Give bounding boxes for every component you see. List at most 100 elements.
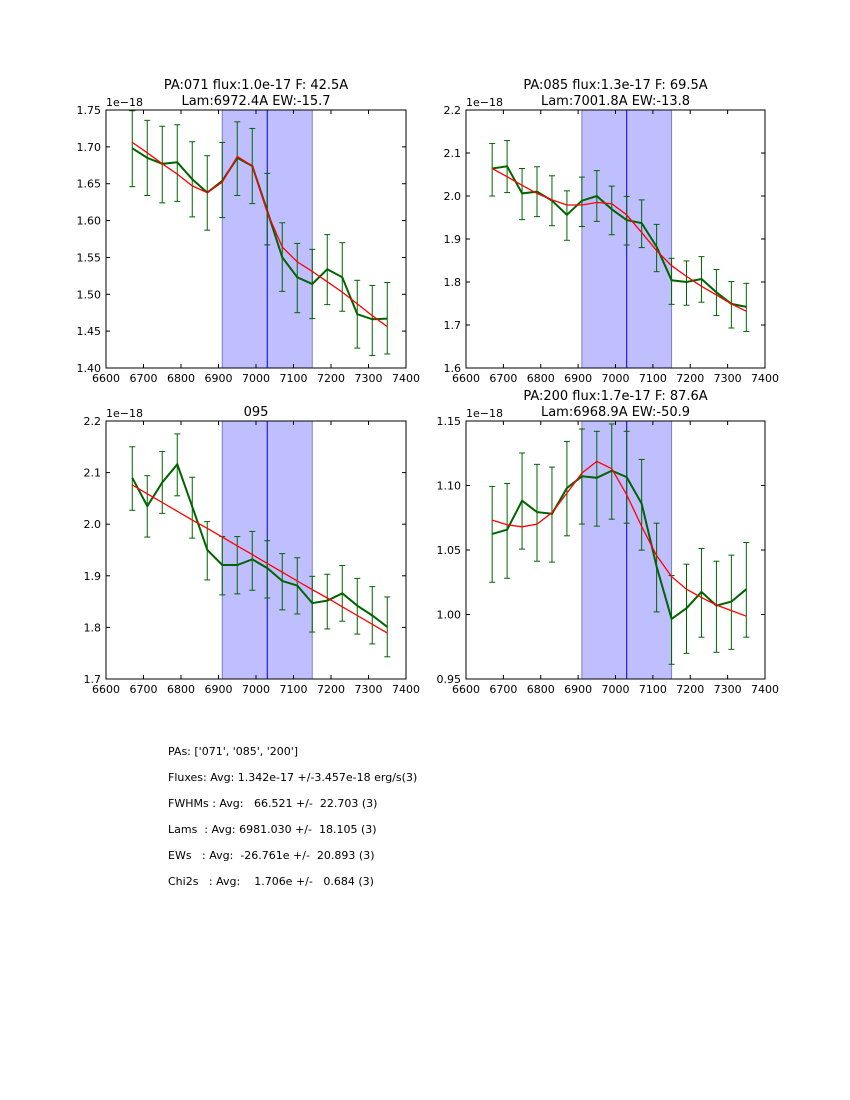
x-tick-label: 7100 [639,372,667,385]
error-bar [489,485,496,583]
y-tick-label: 0.95 [437,673,462,686]
series-fit-line [131,484,388,634]
x-tick-label: 7100 [280,683,308,696]
x-tick-label: 6600 [452,372,480,385]
x-tick-label: 6800 [167,683,195,696]
error-bar [504,482,511,579]
x-tick-label: 7000 [242,683,270,696]
summary-fwhms: FWHMs : Avg: 66.521 +/- 22.703 (3) [168,797,378,810]
error-bar [683,260,690,306]
summary-block: PAs: ['071', '085', '200'] Fluxes: Avg: … [168,745,417,901]
y-tick-label: 1.40 [77,362,102,375]
x-tick-label: 7300 [355,683,383,696]
subplot-title: PA:200 flux:1.7e-17 F: 87.6A [523,389,707,404]
x-tick-label: 6800 [167,372,195,385]
series-fit-line [492,460,747,617]
subplot-title: Lam:6968.9A EW:-50.9 [541,405,690,420]
summary-chi2s: Chi2s : Avg: 1.706e +/- 0.684 (3) [168,875,374,888]
x-tick-label: 6900 [205,683,233,696]
x-tick-label: 7400 [751,683,779,696]
subplot-2: 6600 6700 6800 6900 7000 7100 7200 7300 7400 1.6 1… [444,78,780,385]
y-tick-label: 2.2 [444,104,462,117]
y-offset-label: 1e−18 [106,96,143,109]
y-tick-label: 1.10 [437,480,462,493]
x-tick-label: 6700 [130,372,158,385]
summary-fluxes: Fluxes: Avg: 1.342e-17 +/-3.457e-18 erg/… [168,771,418,784]
series-data-line [131,462,388,628]
x-tick-label: 6800 [527,372,555,385]
x-tick-label: 7400 [751,372,779,385]
subplot-title: Lam:6972.4A EW:-15.7 [181,94,330,109]
x-tick-label: 7200 [317,372,345,385]
error-bar [489,143,496,197]
subplot-4: 6600 6700 6800 6900 7000 7100 7200 7300 7400 0.95… [437,389,780,696]
subplot-1: 6600 6700 6800 6900 7000 7100 7200 7300 7400 1.40… [77,78,421,385]
x-tick-label: 7000 [242,372,270,385]
y-tick-label: 1.8 [444,276,462,289]
y-tick-label: 2.0 [444,190,462,203]
x-tick-label: 6900 [564,372,592,385]
x-tick-label: 7400 [392,683,420,696]
series-fit-line [491,167,747,312]
subplot-title: PA:071 flux:1.0e-17 F: 42.5A [164,78,348,93]
y-tick-label: 1.8 [84,621,102,634]
y-tick-label: 1.9 [84,570,102,583]
y-tick-label: 1.9 [444,233,462,246]
x-tick-label: 7300 [714,683,742,696]
x-tick-label: 7000 [602,683,630,696]
y-tick-label: 2.2 [84,415,102,428]
x-tick-label: 7100 [280,372,308,385]
y-tick-label: 1.65 [77,178,102,191]
y-tick-label: 2.1 [84,467,102,480]
y-offset-label: 1e−18 [466,407,503,420]
x-tick-label: 6600 [92,372,120,385]
x-tick-label: 6900 [564,683,592,696]
error-bar [309,575,316,633]
subplot-3: 6600 6700 6800 6900 7000 7100 7200 7300 7400 1.7 1… [84,405,421,696]
y-offset-label: 1e−18 [466,96,503,109]
x-tick-label: 6900 [205,372,233,385]
x-tick-label: 7200 [676,372,704,385]
x-tick-label: 6800 [527,683,555,696]
x-tick-label: 7200 [317,683,345,696]
y-tick-label: 1.75 [77,104,102,117]
x-tick-label: 7300 [714,372,742,385]
y-tick-label: 2.0 [84,518,102,531]
y-tick-label: 1.00 [437,609,462,622]
y-tick-label: 1.6 [444,362,462,375]
y-tick-label: 1.60 [77,215,102,228]
x-tick-label: 7400 [392,372,420,385]
y-tick-label: 1.15 [437,415,462,428]
x-tick-label: 7100 [639,683,667,696]
x-tick-label: 6600 [452,683,480,696]
y-tick-label: 2.1 [444,147,462,160]
y-tick-label: 1.55 [77,251,102,264]
summary-lams: Lams : Avg: 6981.030 +/- 18.105 (3) [168,823,377,836]
x-tick-label: 7300 [355,372,383,385]
y-tick-label: 1.05 [437,544,462,557]
x-tick-label: 6700 [489,372,517,385]
subplot-title: 095 [244,405,269,420]
y-tick-label: 1.7 [444,319,462,332]
y-offset-label: 1e−18 [106,407,143,420]
subplot-title: Lam:7001.8A EW:-13.8 [541,94,690,109]
error-bar [249,530,256,591]
subplot-title: PA:085 flux:1.3e-17 F: 69.5A [523,78,707,93]
series-fit-line [131,141,388,328]
y-tick-label: 1.45 [77,325,102,338]
summary-pas: PAs: ['071', '085', '200'] [168,745,299,758]
error-bar [743,282,750,332]
y-tick-label: 1.7 [84,673,102,686]
x-tick-label: 6700 [130,683,158,696]
y-tick-label: 1.50 [77,288,102,301]
x-tick-label: 7200 [676,683,704,696]
error-bar [713,560,720,653]
error-bar [369,284,376,356]
x-tick-label: 6600 [92,683,120,696]
x-tick-label: 6700 [489,683,517,696]
y-tick-label: 1.70 [77,141,102,154]
x-tick-label: 7000 [602,372,630,385]
summary-ews: EWs : Avg: -26.761e +/- 20.893 (3) [168,849,375,862]
series-data-line [491,469,747,621]
